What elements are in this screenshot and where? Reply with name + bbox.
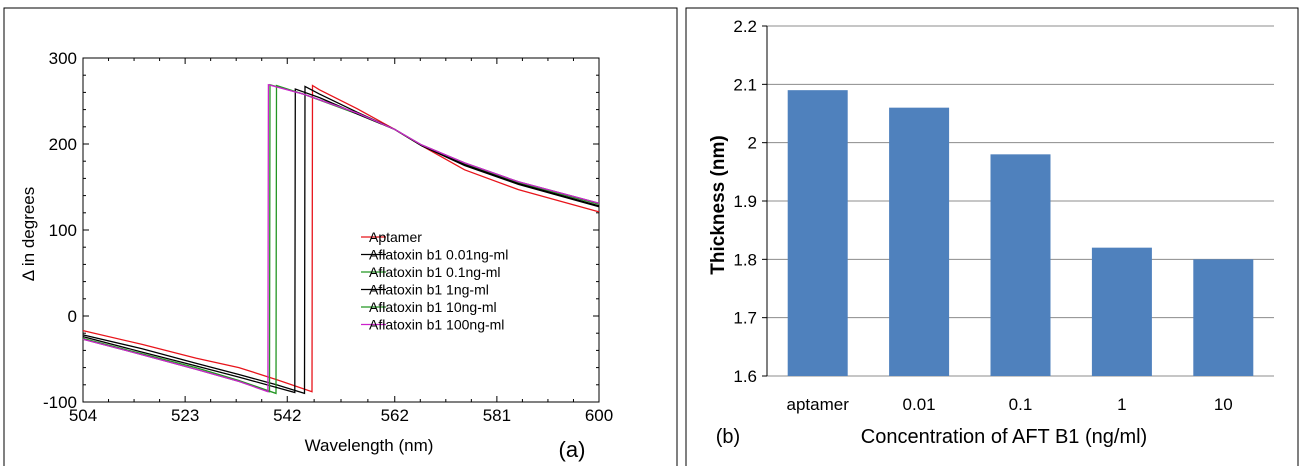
x-tick-label: 1	[1117, 395, 1126, 414]
x-tick-label: 0.01	[903, 395, 936, 414]
bar-1	[889, 107, 950, 377]
panel-a-frame	[3, 7, 678, 466]
panel-a-x-tick-labels: 504 523 542 562 581 600	[69, 406, 613, 425]
panel-b-x-tick-labels: aptamer 0.01 0.1 1 10	[787, 395, 1233, 414]
x-tick-label: 581	[483, 406, 511, 425]
series-line-3	[82, 88, 600, 394]
series-line-1	[82, 85, 600, 395]
y-tick-label: 1.8	[733, 250, 757, 269]
panel-b-bars	[787, 90, 1254, 377]
y-tick-label: -100	[43, 393, 77, 412]
legend-label: Aflatoxin b1 10ng-ml	[369, 299, 497, 315]
panel-b-y-tick-labels: 1.6 1.7 1.8 1.9 2 2.1 2.2	[733, 17, 757, 386]
series-line-0	[82, 84, 600, 393]
series-line-5	[82, 83, 600, 393]
panel-b-x-axis-label: Concentration of AFT B1 (ng/ml)	[861, 426, 1147, 448]
legend-label: Aflatoxin b1 0.1ng-ml	[369, 264, 501, 280]
y-tick-label: 1.7	[733, 309, 757, 328]
panel-a-plot-area	[82, 57, 600, 403]
bar-2	[990, 154, 1051, 376]
x-tick-label: 0.1	[1009, 395, 1033, 414]
panel-a-series-lines	[82, 83, 600, 395]
y-tick-label: 2.1	[733, 75, 757, 94]
x-tick-label: 10	[1214, 395, 1233, 414]
x-tick-label: 562	[381, 406, 409, 425]
y-tick-label: 300	[49, 49, 77, 68]
y-tick-label: 2.2	[733, 17, 757, 36]
legend-label: Aflatoxin b1 0.01ng-ml	[369, 247, 508, 263]
y-tick-label: 1.6	[733, 367, 757, 386]
x-tick-label: aptamer	[787, 395, 850, 414]
legend-label: Aflatoxin b1 100ng-ml	[369, 317, 504, 333]
panel-b-label: (b)	[716, 426, 740, 448]
bar-0	[787, 90, 848, 377]
panel-b-y-axis-label: Thickness (nm)	[708, 135, 729, 274]
x-tick-label: 542	[273, 406, 301, 425]
panel-a-y-axis-label: Δ in degrees	[19, 187, 38, 282]
legend-label: Aptamer	[369, 229, 422, 245]
y-tick-label: 0	[68, 307, 77, 326]
x-tick-label: 523	[171, 406, 199, 425]
x-tick-label: 600	[585, 406, 613, 425]
panel-a-label: (a)	[559, 437, 586, 462]
y-tick-label: 2	[748, 134, 757, 153]
panel-b-frame	[685, 7, 1299, 466]
panel-a-y-tick-labels: -100 0 100 200 300	[43, 49, 77, 412]
panel-b-bar-chart: 1.6 1.7 1.8 1.9 2 2.1 2.2 aptamer 0.01 0.1 1 10 Co…	[685, 7, 1299, 466]
panel-a-x-axis-label: Wavelength (nm)	[305, 436, 434, 455]
y-tick-label: 100	[49, 221, 77, 240]
panel-a-ticks	[82, 57, 600, 403]
y-tick-label: 200	[49, 135, 77, 154]
panel-a-line-chart: 504 523 542 562 581 600 -100 0 100 200 300 Wavele…	[3, 7, 678, 466]
legend-label: Aflatoxin b1 1ng-ml	[369, 282, 489, 298]
bar-3	[1091, 247, 1152, 376]
x-tick-label: 504	[69, 406, 97, 425]
bar-4	[1193, 259, 1254, 376]
y-tick-label: 1.9	[733, 192, 757, 211]
